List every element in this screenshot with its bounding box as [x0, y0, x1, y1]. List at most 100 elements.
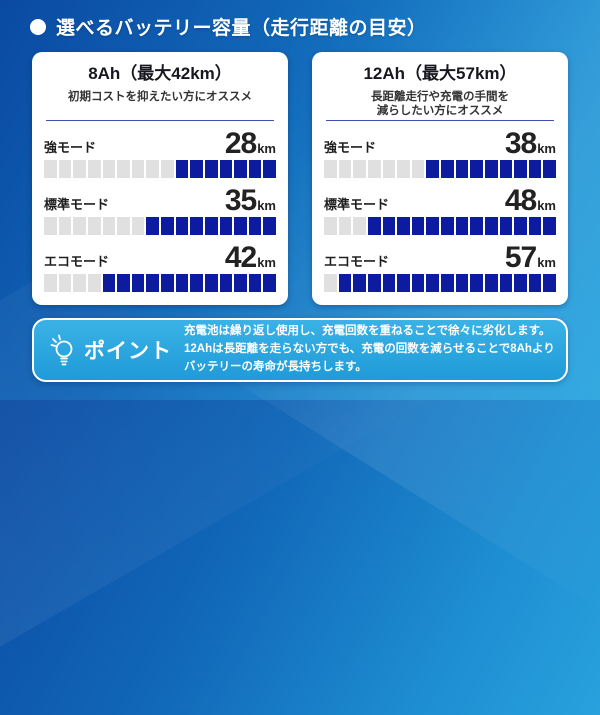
- bar-segment: [204, 217, 218, 235]
- bar-segment: [234, 274, 247, 292]
- card-header: 8Ah（最大42km） 初期コストを抑えたい方にオススメ: [32, 52, 288, 118]
- bar-segment: [161, 160, 174, 178]
- mode-label: エコモード: [44, 254, 110, 269]
- bar-segment: [73, 217, 86, 235]
- bar-segment: [73, 160, 86, 178]
- range-bar: [44, 274, 276, 292]
- distance-number: 57: [504, 241, 537, 274]
- bar-segment: [248, 274, 262, 292]
- bar-segment: [338, 217, 352, 235]
- bar-segment: [528, 217, 542, 235]
- point-text: 充電池は繰り返し使用し、充電回数を重ねることで徐々に劣化します。 12Ahは長距…: [184, 325, 555, 373]
- bar-segment: [44, 274, 57, 292]
- bar-segment: [324, 160, 337, 178]
- bar-segment: [117, 217, 130, 235]
- bar-segment: [324, 274, 337, 292]
- bar-segment: [234, 160, 247, 178]
- bar-segment: [484, 217, 498, 235]
- range-bar: [324, 160, 556, 178]
- point-note-box: ポイント 充電池は繰り返し使用し、充電回数を重ねることで徐々に劣化します。 12…: [32, 318, 568, 382]
- bar-segment: [382, 217, 396, 235]
- bar-segment: [190, 217, 203, 235]
- mode-label: 標準モード: [324, 197, 390, 212]
- bar-segment: [543, 217, 556, 235]
- bar-segment: [146, 274, 159, 292]
- bar-segment: [441, 274, 454, 292]
- bar-segment: [514, 160, 527, 178]
- bar-segment: [499, 274, 513, 292]
- bar-segment: [190, 160, 203, 178]
- mode-rows: 強モード 28 km 標準モード 35 km エコモード: [32, 121, 288, 292]
- bar-segment: [234, 217, 247, 235]
- bar-segment: [131, 217, 145, 235]
- range-bar: [44, 217, 276, 235]
- bar-segment: [248, 217, 262, 235]
- lightbulb-icon: [50, 334, 73, 366]
- distance-number: 38: [504, 127, 537, 160]
- bar-segment: [426, 274, 439, 292]
- bar-segment: [73, 274, 86, 292]
- mode-label: エコモード: [324, 254, 390, 269]
- distance-value: 38 km: [505, 129, 556, 159]
- bar-segment: [397, 217, 410, 235]
- mode-row-standard: 標準モード 35 km: [44, 184, 276, 235]
- distance-value: 48 km: [505, 186, 556, 216]
- bar-segment: [499, 217, 513, 235]
- point-badge: ポイント: [34, 334, 184, 366]
- distance-value: 57 km: [505, 243, 556, 273]
- distance-unit: km: [537, 141, 556, 156]
- distance-number: 28: [224, 127, 257, 160]
- distance-value: 42 km: [225, 243, 276, 273]
- bar-segment: [44, 160, 57, 178]
- range-bar: [44, 160, 276, 178]
- bar-segment: [455, 217, 469, 235]
- bar-segment: [87, 217, 101, 235]
- page-title: 選べるバッテリー容量（走行距離の目安）: [56, 18, 427, 39]
- bar-segment: [44, 217, 57, 235]
- bar-segment: [102, 274, 116, 292]
- card-subtitle: 初期コストを抑えたい方にオススメ: [68, 91, 252, 103]
- bar-segment: [353, 160, 366, 178]
- bar-segment: [146, 160, 159, 178]
- bar-segment: [204, 160, 218, 178]
- bar-segment: [263, 160, 276, 178]
- card-subtitle: 長距離走行や充電の手間を 減らしたい方にオススメ: [371, 91, 509, 117]
- bar-segment: [219, 274, 233, 292]
- bar-segment: [248, 160, 262, 178]
- bar-segment: [353, 217, 366, 235]
- bar-segment: [324, 217, 337, 235]
- bar-segment: [411, 274, 425, 292]
- bar-segment: [411, 217, 425, 235]
- distance-number: 42: [224, 241, 257, 274]
- distance-unit: km: [257, 255, 276, 270]
- bar-segment: [161, 217, 174, 235]
- bar-segment: [58, 217, 72, 235]
- bar-segment: [87, 274, 101, 292]
- bar-segment: [146, 217, 159, 235]
- bar-segment: [426, 217, 439, 235]
- card-header: 12Ah（最大57km） 長距離走行や充電の手間を 減らしたい方にオススメ: [312, 52, 568, 118]
- bar-segment: [499, 160, 513, 178]
- battery-card-8ah: 8Ah（最大42km） 初期コストを抑えたい方にオススメ 強モード 28 km …: [32, 52, 288, 305]
- distance-unit: km: [537, 198, 556, 213]
- bar-segment: [175, 274, 189, 292]
- mode-row-strong: 強モード 38 km: [324, 127, 556, 178]
- bar-segment: [175, 217, 189, 235]
- card-title: 8Ah（最大42km）: [88, 64, 232, 83]
- bar-segment: [397, 160, 410, 178]
- bar-segment: [514, 274, 527, 292]
- bar-segment: [117, 160, 130, 178]
- bar-segment: [470, 160, 483, 178]
- bar-segment: [484, 160, 498, 178]
- mode-row-eco: エコモード 57 km: [324, 241, 556, 292]
- mode-label: 強モード: [44, 140, 97, 155]
- distance-number: 35: [224, 184, 257, 217]
- bar-segment: [367, 160, 381, 178]
- page-header: 選べるバッテリー容量（走行距離の目安）: [30, 13, 427, 40]
- card-divider: [46, 120, 274, 121]
- bar-segment: [382, 274, 396, 292]
- bullet-circle-icon: [30, 18, 46, 35]
- distance-unit: km: [537, 255, 556, 270]
- range-bar: [324, 274, 556, 292]
